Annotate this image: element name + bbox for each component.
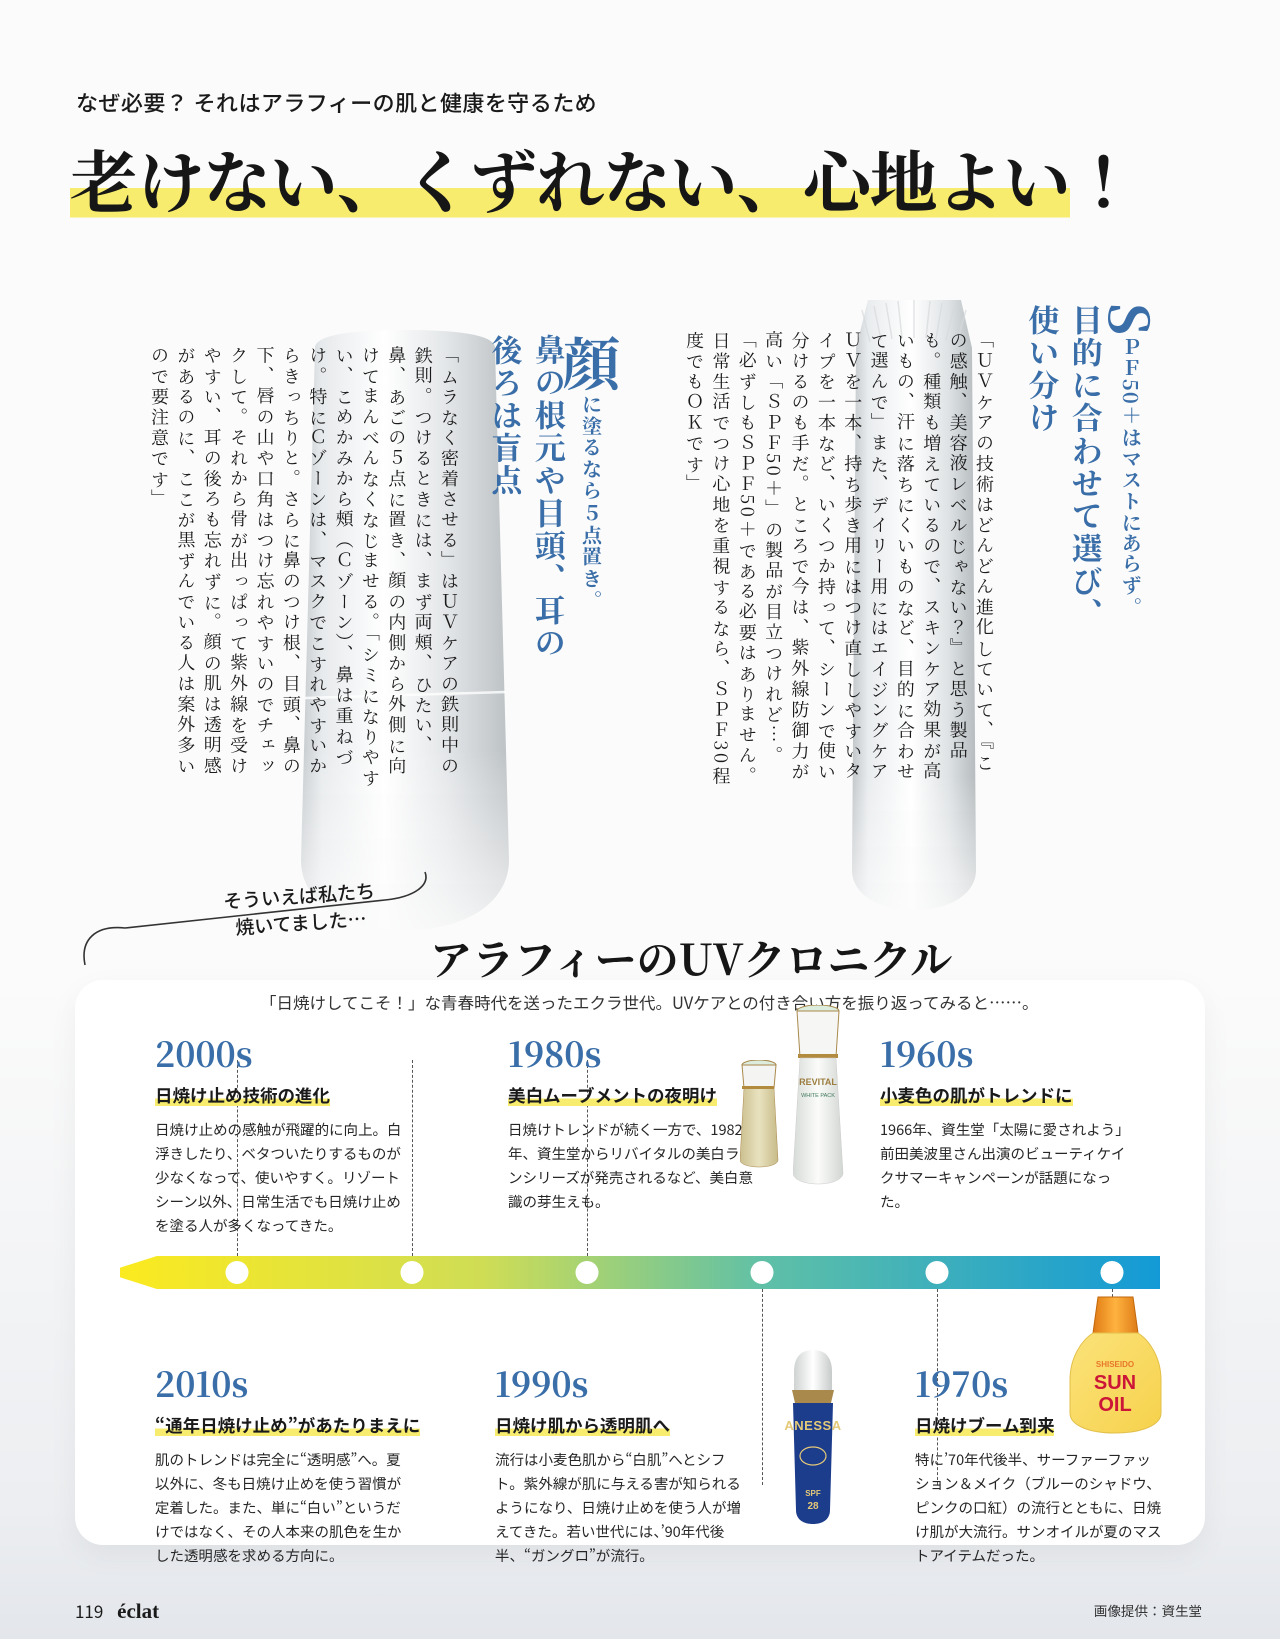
svg-text:SPF: SPF	[805, 1489, 821, 1498]
svg-text:WHITE PACK: WHITE PACK	[801, 1093, 835, 1099]
svg-text:REVITAL: REVITAL	[799, 1077, 837, 1087]
svg-text:SUN: SUN	[1094, 1372, 1136, 1394]
svg-text:OIL: OIL	[1098, 1394, 1131, 1416]
svg-text:28: 28	[807, 1501, 819, 1512]
svg-text:SHISEIDO: SHISEIDO	[1096, 1360, 1134, 1369]
svg-text:ANESSA: ANESSA	[784, 1418, 841, 1433]
